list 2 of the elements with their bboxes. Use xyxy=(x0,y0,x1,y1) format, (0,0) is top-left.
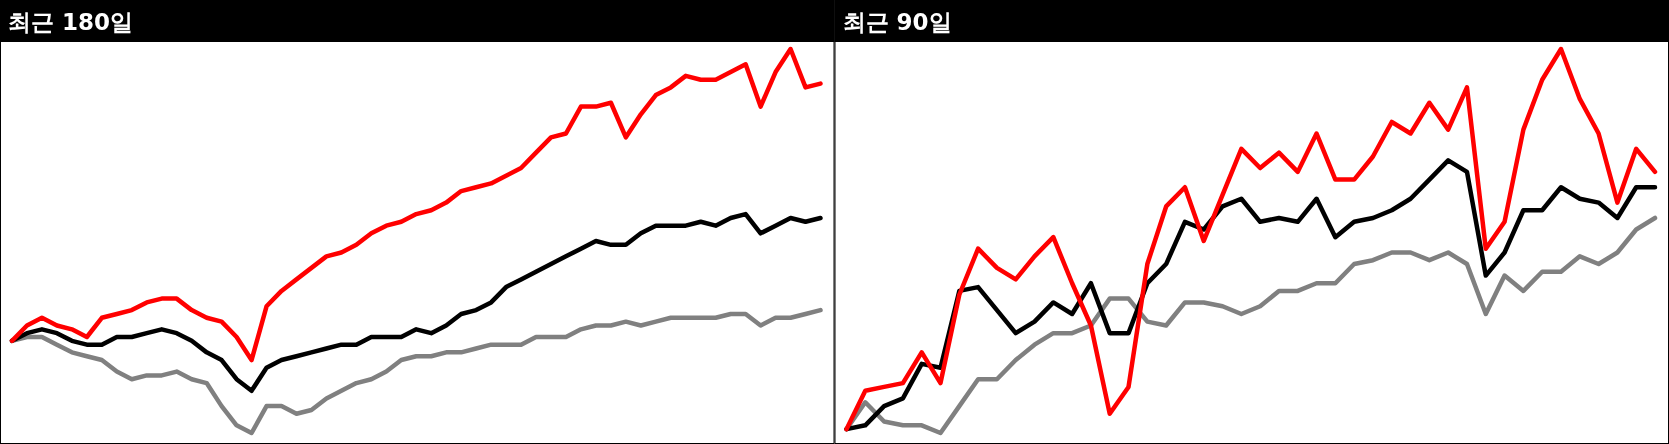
chart-title: 최근 90일 xyxy=(842,9,952,35)
chart-title: 최근 180일 xyxy=(8,9,134,35)
